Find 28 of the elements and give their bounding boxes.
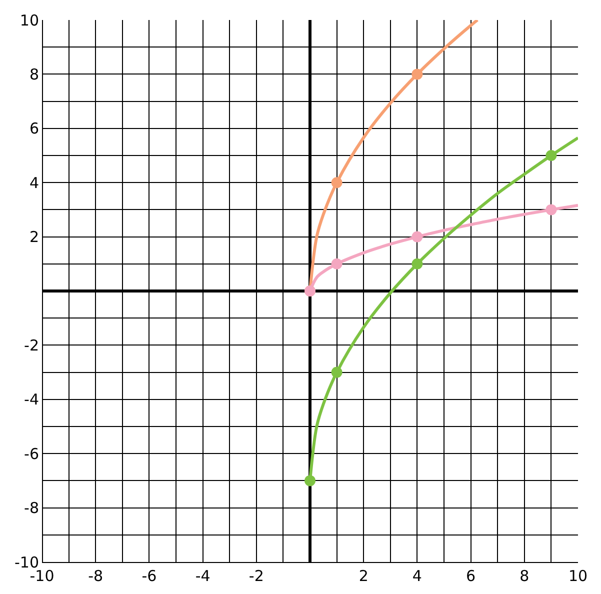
y-tick-label: -4	[24, 390, 39, 409]
x-tick-label: -8	[88, 567, 104, 585]
point	[412, 231, 423, 242]
y-tick-label: 10	[20, 11, 39, 30]
x-tick-label: 8	[520, 567, 530, 585]
y-tick-label: -10	[14, 553, 39, 572]
y-tick-label: -2	[24, 336, 39, 354]
point	[546, 150, 557, 161]
y-tick-label: 4	[29, 174, 39, 192]
x-tick-label: 10	[568, 567, 588, 585]
y-tick-label: -6	[24, 444, 39, 463]
x-tick-label: -2	[248, 567, 264, 585]
y-tick-label: 6	[29, 120, 39, 138]
point	[412, 258, 423, 270]
point	[546, 204, 557, 216]
x-tick-label: 2	[358, 567, 368, 585]
x-tick-label: -4	[195, 567, 210, 585]
point	[412, 68, 423, 80]
point	[331, 258, 342, 270]
y-tick-label: 8	[29, 65, 39, 84]
point	[304, 475, 316, 486]
point	[331, 366, 342, 378]
x-tick-label: 6	[466, 567, 476, 585]
y-tick-label: -8	[24, 499, 39, 518]
x-tick-label: 4	[412, 567, 422, 585]
x-tick-label: -6	[142, 567, 157, 585]
y-tick-label: 2	[29, 228, 39, 246]
point	[331, 177, 342, 188]
